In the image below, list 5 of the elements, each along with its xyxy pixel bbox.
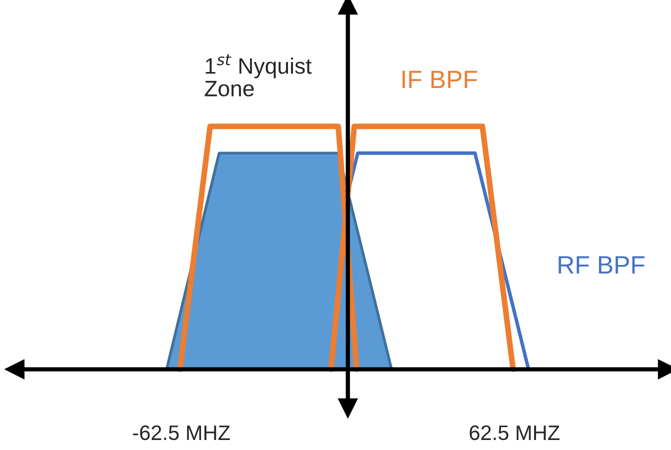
- text: 1$^{st}$ Nyquist Zone: [204, 54, 312, 96]
- text: RF BPF: [558, 256, 645, 274]
- x-tick-label: 62.5 MHZ: [470, 425, 560, 440]
- series-label: IF BPF: [402, 70, 478, 88]
- x-tick-label: -62.5 MHZ: [133, 425, 230, 440]
